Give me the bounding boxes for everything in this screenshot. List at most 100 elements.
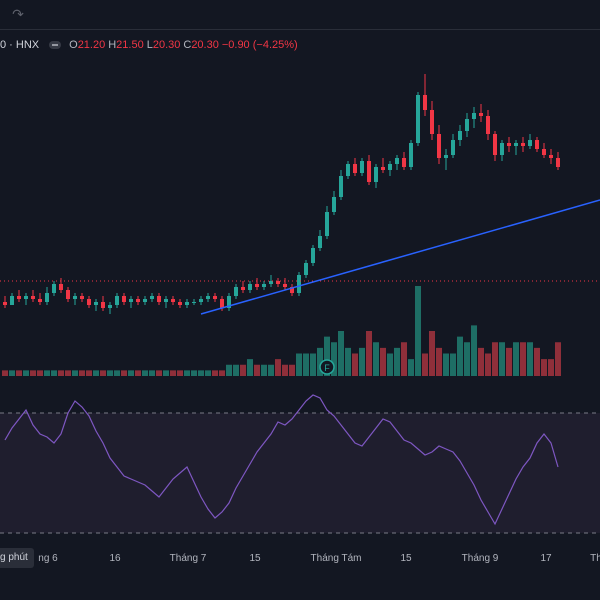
- event-flag-letter: F: [324, 363, 330, 373]
- candle: [227, 296, 231, 308]
- trendline: [200, 199, 600, 315]
- volume-bar: [191, 370, 197, 376]
- candle: [87, 299, 91, 305]
- volume-bar: [2, 370, 8, 376]
- volume-bar: [303, 353, 309, 376]
- candle: [24, 296, 28, 299]
- candle: [108, 305, 112, 308]
- change-value: −0.90 (−4.25%): [221, 39, 298, 51]
- time-tick: ng 6: [38, 553, 58, 564]
- candle: [199, 299, 203, 302]
- candle: [409, 143, 413, 167]
- volume-bar: [464, 342, 470, 376]
- volume-bar: [338, 331, 344, 376]
- candle: [402, 158, 406, 167]
- volume-bar: [317, 347, 323, 376]
- volume-bar: [205, 370, 211, 376]
- candle: [367, 161, 371, 182]
- candle: [171, 299, 175, 302]
- volume-bar: [58, 370, 64, 376]
- volume-bar: [387, 353, 393, 376]
- volume-bar: [499, 342, 505, 376]
- volume-bar: [30, 370, 36, 376]
- volume-bar: [324, 336, 330, 376]
- candle: [444, 155, 448, 158]
- candle: [101, 302, 105, 308]
- volume-bar: [240, 364, 246, 376]
- volume-bar: [373, 342, 379, 376]
- candle: [332, 197, 336, 212]
- candle: [353, 164, 357, 173]
- candle: [262, 284, 266, 287]
- candle: [549, 155, 553, 158]
- volume-bar: [72, 370, 78, 376]
- redo-arrow-icon[interactable]: ↷: [12, 6, 24, 22]
- candle: [3, 302, 7, 305]
- volume-bar: [282, 364, 288, 376]
- volume-bar: [226, 364, 232, 376]
- volume-bar: [415, 286, 421, 376]
- candle: [360, 161, 364, 173]
- volume-bar: [555, 342, 561, 376]
- candle: [150, 296, 154, 299]
- candle: [276, 281, 280, 284]
- volume-bar: [492, 342, 498, 376]
- symbol-legend: 0 · HNX O 21.20 H 21.50 L 20.30 C 20.30 −0.9…: [0, 37, 298, 53]
- candle: [500, 143, 504, 155]
- volume-bar: [310, 353, 316, 376]
- volume-bar: [142, 370, 148, 376]
- candle: [339, 176, 343, 197]
- volume-bar: [429, 331, 435, 376]
- volume-bar: [443, 353, 449, 376]
- price-chart[interactable]: F: [0, 0, 600, 545]
- candle: [59, 284, 63, 290]
- close-value: 20.30: [191, 39, 219, 51]
- candle: [192, 302, 196, 303]
- volume-bar: [366, 331, 372, 376]
- candle: [556, 158, 560, 167]
- volume-bar: [450, 353, 456, 376]
- volume-bar: [457, 336, 463, 376]
- candle: [157, 296, 161, 302]
- volume-bar: [506, 347, 512, 376]
- time-axis[interactable]: ng 6 16 Tháng 7 15 Tháng Tám 15 Tháng 9 …: [0, 545, 600, 575]
- candle: [129, 299, 133, 302]
- volume-bar: [177, 370, 183, 376]
- volume-bar: [37, 370, 43, 376]
- interval-button[interactable]: g phút: [0, 548, 34, 568]
- candle: [381, 167, 385, 170]
- candle: [248, 284, 252, 290]
- volume-bar: [247, 359, 253, 376]
- volume-bar: [219, 370, 225, 376]
- volume-bar: [233, 364, 239, 376]
- candle: [45, 293, 49, 302]
- volume-bar: [471, 325, 477, 376]
- volume-bar: [261, 364, 267, 376]
- volume-bar: [513, 342, 519, 376]
- candle: [143, 299, 147, 302]
- volume-bar: [254, 364, 260, 376]
- time-tick: Tháng 9: [461, 553, 499, 564]
- volume-bar: [394, 347, 400, 376]
- close-label: C: [183, 39, 192, 51]
- candle: [269, 281, 273, 284]
- visibility-eye-icon[interactable]: [49, 41, 62, 49]
- candle: [535, 140, 539, 149]
- low-label: L: [146, 39, 153, 51]
- volume-bar: [23, 370, 29, 376]
- volume-bar: [422, 353, 428, 376]
- candle: [451, 140, 455, 155]
- volume-bar: [401, 342, 407, 376]
- candle: [234, 287, 238, 296]
- candle: [66, 290, 70, 299]
- candle: [38, 299, 42, 302]
- candle: [213, 296, 217, 299]
- volume-bar: [65, 370, 71, 376]
- candle: [122, 296, 126, 302]
- volume-bar: [135, 370, 141, 376]
- candle: [493, 134, 497, 155]
- volume-bar: [275, 359, 281, 376]
- symbol-name[interactable]: 0 · HNX: [0, 39, 40, 51]
- candle: [374, 167, 378, 182]
- volume-bar: [121, 370, 127, 376]
